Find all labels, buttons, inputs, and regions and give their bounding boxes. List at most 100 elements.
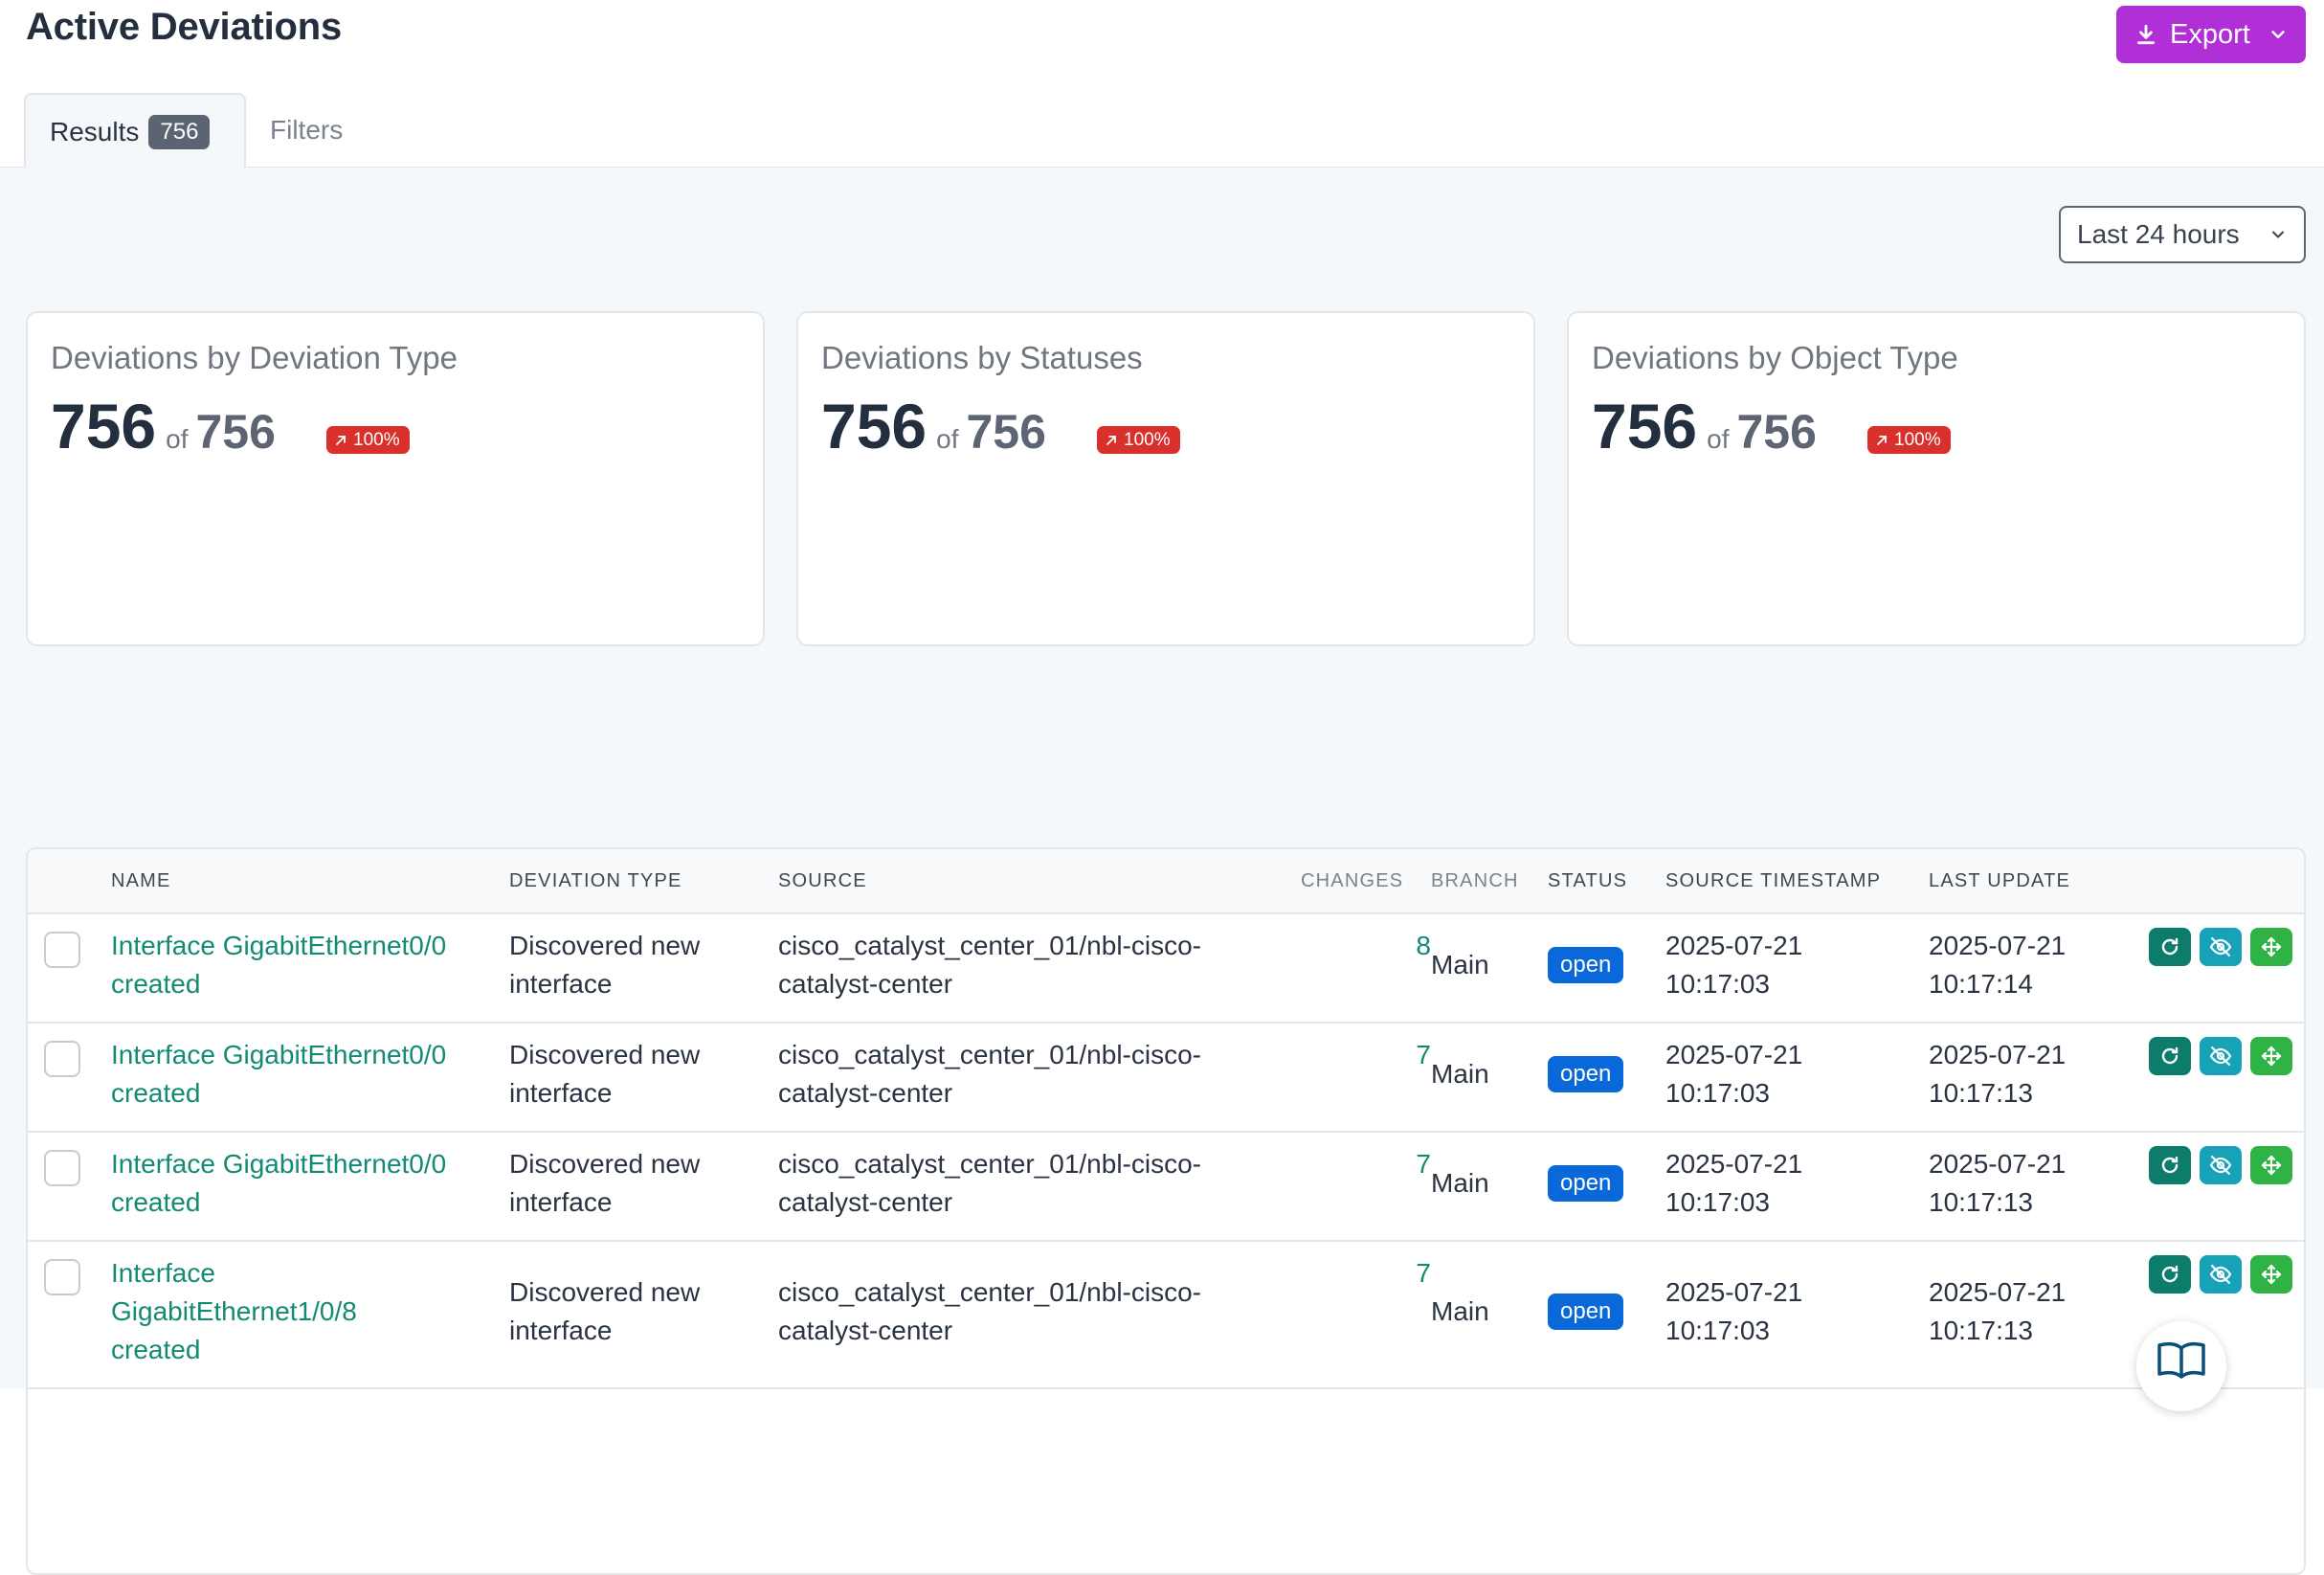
download-icon bbox=[2137, 24, 2155, 45]
name-line: created bbox=[111, 1187, 201, 1217]
move-button[interactable] bbox=[2250, 1037, 2292, 1075]
card-stat: 756 of 756 bbox=[51, 390, 276, 462]
card-deviation-type: Deviations by Deviation Type 756 of 756 … bbox=[26, 311, 765, 646]
chevron-down-icon[interactable] bbox=[2268, 24, 2289, 45]
refresh-button[interactable] bbox=[2149, 1255, 2191, 1294]
column-header-branch[interactable]: BRANCH bbox=[1431, 870, 1519, 891]
timestamp-date: 2025-07-21 bbox=[1929, 1277, 2067, 1307]
changes-link[interactable]: 8 bbox=[1416, 931, 1431, 960]
refresh-button[interactable] bbox=[2149, 1037, 2191, 1075]
move-icon bbox=[2261, 1046, 2282, 1067]
hide-button[interactable] bbox=[2200, 928, 2242, 966]
time-range-value: Last 24 hours bbox=[2077, 219, 2240, 249]
move-button[interactable] bbox=[2250, 1146, 2292, 1184]
last-update-cell: 2025-07-21 10:17:13 bbox=[1929, 1145, 2066, 1222]
refresh-icon bbox=[2161, 937, 2179, 956]
last-update-cell: 2025-07-21 10:17:13 bbox=[1929, 1273, 2066, 1350]
timestamp-date: 2025-07-21 bbox=[1665, 931, 1803, 960]
percent-badge: 100% bbox=[1867, 426, 1951, 454]
row-checkbox[interactable] bbox=[44, 932, 80, 968]
changes-link[interactable]: 7 bbox=[1416, 1149, 1431, 1179]
card-stat: 756 of 756 bbox=[821, 390, 1046, 462]
hide-button[interactable] bbox=[2200, 1146, 2242, 1184]
move-button[interactable] bbox=[2250, 1255, 2292, 1294]
row-checkbox[interactable] bbox=[44, 1259, 80, 1295]
table-row[interactable]: Interface GigabitEthernet0/0 created Dis… bbox=[28, 1022, 2304, 1133]
source-line: cisco_catalyst_center_01/nbl-cisco- bbox=[778, 1040, 1201, 1069]
row-checkbox[interactable] bbox=[44, 1041, 80, 1077]
deviation-type-line: interface bbox=[509, 1187, 613, 1217]
table-row[interactable]: Interface GigabitEthernet1/0/8 created D… bbox=[28, 1240, 2304, 1389]
hide-button[interactable] bbox=[2200, 1037, 2242, 1075]
refresh-button[interactable] bbox=[2149, 928, 2191, 966]
column-header-source-timestamp[interactable]: SOURCE TIMESTAMP bbox=[1665, 870, 1882, 891]
deviation-type-cell: Discovered new interface bbox=[509, 1273, 700, 1350]
stat-total: 756 bbox=[1736, 405, 1817, 459]
name-line: created bbox=[111, 1078, 201, 1108]
table-row[interactable]: Interface GigabitEthernet0/0 created Dis… bbox=[28, 912, 2304, 1024]
source-line: catalyst-center bbox=[778, 1316, 953, 1345]
name-line: GigabitEthernet1/0/8 bbox=[111, 1296, 357, 1326]
trend-up-icon bbox=[1106, 436, 1116, 445]
card-title: Deviations by Deviation Type bbox=[51, 340, 458, 375]
move-icon bbox=[2261, 1264, 2282, 1285]
page-title: Active Deviations bbox=[26, 6, 343, 48]
status-badge: open bbox=[1548, 1294, 1624, 1330]
docs-button[interactable] bbox=[2136, 1321, 2226, 1411]
changes-link[interactable]: 7 bbox=[1416, 1258, 1431, 1288]
source-timestamp-cell: 2025-07-21 10:17:03 bbox=[1665, 1273, 1802, 1350]
column-header-changes[interactable]: CHANGES bbox=[1301, 870, 1404, 891]
source-line: catalyst-center bbox=[778, 969, 953, 999]
column-header-deviation-type[interactable]: DEVIATION TYPE bbox=[509, 870, 682, 891]
table-row[interactable]: Interface GigabitEthernet0/0 created Dis… bbox=[28, 1131, 2304, 1242]
export-button[interactable]: Export bbox=[2116, 6, 2306, 63]
deviation-type-line: Discovered new bbox=[509, 1277, 701, 1307]
percent-value: 100% bbox=[1124, 430, 1171, 450]
time-range-select[interactable]: Last 24 hours bbox=[2059, 206, 2306, 263]
hide-button[interactable] bbox=[2200, 1255, 2242, 1294]
deviation-name-link[interactable]: Interface GigabitEthernet0/0 created bbox=[111, 1145, 446, 1222]
timestamp-date: 2025-07-21 bbox=[1929, 1040, 2067, 1069]
stat-value: 756 bbox=[51, 391, 157, 461]
changes-link[interactable]: 7 bbox=[1416, 1040, 1431, 1069]
eye-off-icon bbox=[2209, 1046, 2232, 1067]
move-button[interactable] bbox=[2250, 928, 2292, 966]
deviation-type-cell: Discovered new interface bbox=[509, 1036, 700, 1113]
deviation-type-line: interface bbox=[509, 969, 613, 999]
timestamp-date: 2025-07-21 bbox=[1929, 931, 2067, 960]
refresh-icon bbox=[2161, 1156, 2179, 1174]
source-line: cisco_catalyst_center_01/nbl-cisco- bbox=[778, 1277, 1201, 1307]
move-icon bbox=[2261, 1155, 2282, 1176]
deviation-type-line: interface bbox=[509, 1316, 613, 1345]
timestamp-time: 10:17:13 bbox=[1929, 1078, 2033, 1108]
deviation-name-link[interactable]: Interface GigabitEthernet0/0 created bbox=[111, 927, 446, 1003]
source-cell: cisco_catalyst_center_01/nbl-cisco- cata… bbox=[778, 927, 1201, 1003]
column-header-name[interactable]: NAME bbox=[111, 870, 171, 891]
source-line: cisco_catalyst_center_01/nbl-cisco- bbox=[778, 931, 1201, 960]
card-stat: 756 of 756 bbox=[1592, 390, 1817, 462]
column-header-source[interactable]: SOURCE bbox=[778, 870, 867, 891]
timestamp-time: 10:17:13 bbox=[1929, 1316, 2033, 1345]
status-badge: open bbox=[1548, 1165, 1624, 1202]
card-statuses: Deviations by Statuses 756 of 756 100% bbox=[796, 311, 1535, 646]
name-line: Interface GigabitEthernet0/0 bbox=[111, 1149, 447, 1179]
deviation-name-link[interactable]: Interface GigabitEthernet0/0 created bbox=[111, 1036, 446, 1113]
name-line: Interface bbox=[111, 1258, 215, 1288]
tab-results[interactable]: Results 756 bbox=[24, 93, 246, 169]
tab-filters[interactable]: Filters bbox=[246, 93, 367, 167]
percent-value: 100% bbox=[1894, 430, 1941, 450]
results-count-badge: 756 bbox=[148, 114, 211, 149]
column-header-status[interactable]: STATUS bbox=[1548, 870, 1628, 891]
percent-badge: 100% bbox=[1097, 426, 1180, 454]
deviation-name-link[interactable]: Interface GigabitEthernet1/0/8 created bbox=[111, 1254, 357, 1369]
card-title: Deviations by Statuses bbox=[821, 340, 1143, 375]
branch-cell: Main bbox=[1431, 950, 1489, 979]
deviation-type-line: Discovered new bbox=[509, 1040, 701, 1069]
card-object-type: Deviations by Object Type 756 of 756 100… bbox=[1567, 311, 2306, 646]
refresh-button[interactable] bbox=[2149, 1146, 2191, 1184]
row-checkbox[interactable] bbox=[44, 1150, 80, 1186]
timestamp-time: 10:17:03 bbox=[1665, 969, 1770, 999]
table-header: NAME DEVIATION TYPE SOURCE CHANGES BRANC… bbox=[28, 849, 2304, 914]
column-header-last-update[interactable]: LAST UPDATE bbox=[1929, 870, 2071, 891]
source-cell: cisco_catalyst_center_01/nbl-cisco- cata… bbox=[778, 1036, 1201, 1113]
